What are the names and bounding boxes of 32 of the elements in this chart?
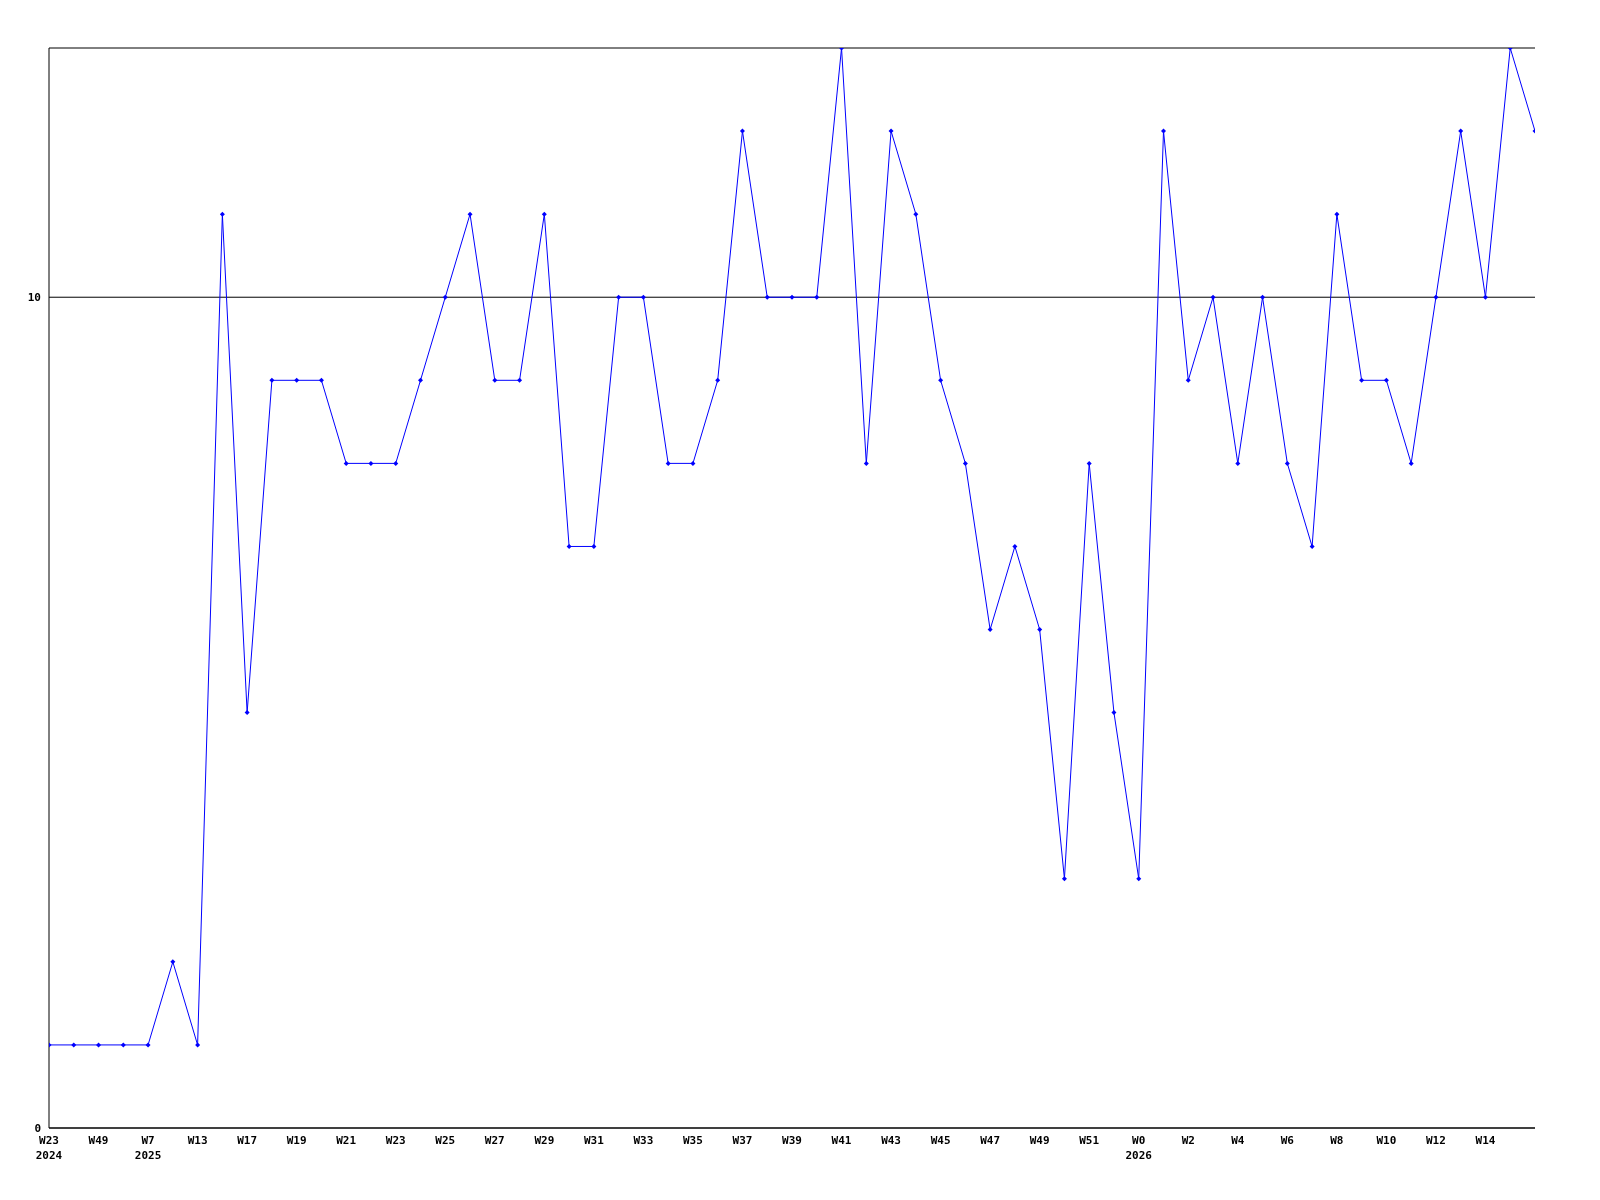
x-tick-label: W13	[187, 1134, 208, 1147]
x-tick-label: W31	[583, 1134, 605, 1147]
x-tick-label: W0 2026	[1125, 1134, 1153, 1162]
x-tick-label: W12	[1426, 1134, 1446, 1147]
x-tick-label: W14	[1475, 1134, 1496, 1147]
x-tick-label: W7 2025	[134, 1134, 162, 1162]
x-tick-label: W23	[385, 1134, 406, 1147]
x-tick-label: W27	[484, 1134, 505, 1147]
x-tick-label: W49	[88, 1134, 109, 1147]
x-tick-label: W17	[237, 1134, 258, 1147]
x-tick-label: W10	[1376, 1134, 1397, 1147]
x-tick-label: W41	[831, 1134, 852, 1147]
x-tick-label: W8	[1330, 1134, 1344, 1147]
x-tick-label: W19	[286, 1134, 307, 1147]
x-tick-label: W49	[1029, 1134, 1050, 1147]
x-tick-label: W35	[683, 1134, 703, 1147]
x-tick-label: W37	[732, 1134, 753, 1147]
x-tick-label: W29	[534, 1134, 555, 1147]
x-tick-label: W25	[435, 1134, 456, 1147]
x-tick-label: W21	[336, 1134, 357, 1147]
x-tick-label: W45	[930, 1134, 951, 1147]
x-tick-label: W6	[1280, 1134, 1295, 1147]
x-tick-label: W2	[1181, 1134, 1195, 1147]
x-tick-label: W23 2024	[35, 1134, 63, 1162]
y-tick-label: 10	[27, 291, 41, 305]
y-tick-label: 0	[34, 1121, 41, 1135]
x-tick-label: W39	[782, 1134, 802, 1147]
x-tick-label: W51	[1079, 1134, 1100, 1147]
x-tick-label: W33	[633, 1134, 654, 1147]
x-tick-label: W4	[1231, 1134, 1245, 1147]
x-tick-label: W47	[980, 1134, 1001, 1147]
x-tick-label: W43	[881, 1134, 901, 1147]
